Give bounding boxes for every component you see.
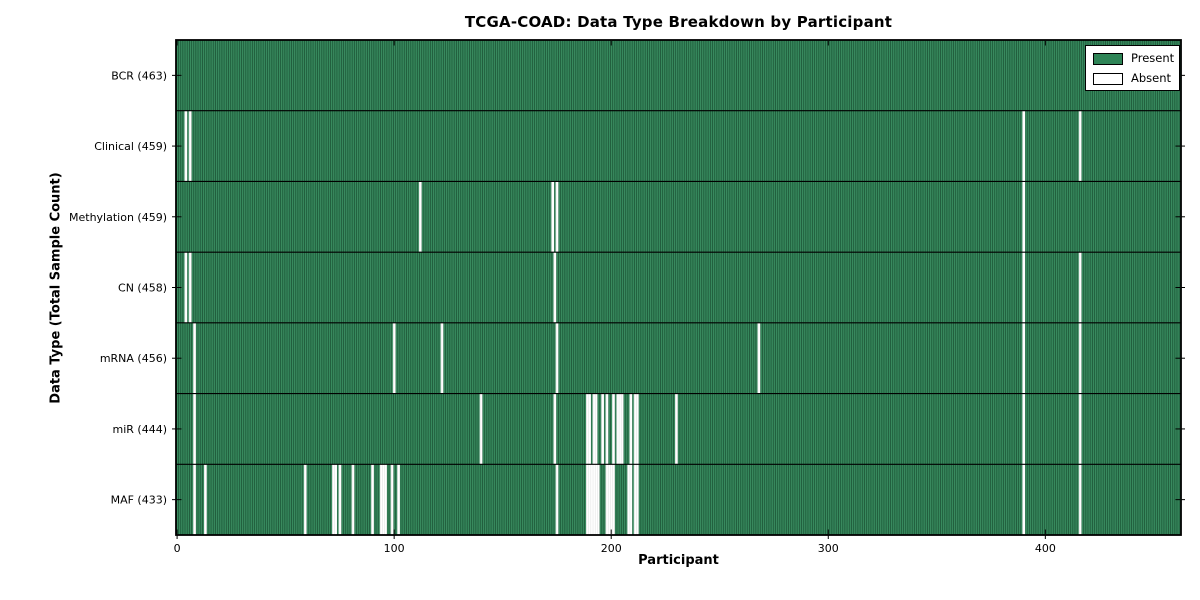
absent-marks-miR	[193, 393, 1082, 465]
legend: Present Absent	[1085, 45, 1180, 91]
plot-area: 0 100 200 300 400 BCR (463) Clinical (459) Meth…	[69, 39, 1185, 555]
svg-text:100: 100	[384, 542, 405, 555]
x-axis-label: Participant	[638, 553, 719, 568]
legend-item-present: Present	[1093, 51, 1175, 65]
absent-swatch	[1093, 72, 1123, 85]
svg-text:400: 400	[1035, 542, 1056, 555]
absent-marks-Methylation	[418, 181, 1026, 253]
svg-text:0: 0	[174, 542, 181, 555]
svg-text:MAF (433): MAF (433)	[111, 494, 167, 507]
svg-text:Clinical (459): Clinical (459)	[94, 140, 167, 153]
svg-text:300: 300	[818, 542, 839, 555]
legend-item-absent: Absent	[1093, 72, 1172, 85]
y-axis-label: Data Type (Total Sample Count)	[48, 172, 64, 404]
absent-marks-Clinical	[184, 110, 1082, 182]
svg-text:mRNA (456): mRNA (456)	[100, 352, 167, 365]
plot-frame	[175, 39, 1182, 536]
chart-title: TCGA-COAD: Data Type Breakdown by Partic…	[464, 13, 893, 31]
svg-text:CN (458): CN (458)	[118, 282, 167, 295]
row-separators	[176, 110, 1181, 465]
legend-label-absent: Absent	[1131, 71, 1172, 85]
present-swatch	[1093, 52, 1123, 65]
legend-label-present: Present	[1131, 51, 1175, 65]
absent-marks-CN	[184, 252, 1082, 323]
svg-text:miR (444): miR (444)	[113, 423, 168, 436]
x-tick-labels: 0 100 200 300 400	[174, 542, 1056, 555]
svg-text:200: 200	[601, 542, 622, 555]
svg-text:Methylation (459): Methylation (459)	[69, 211, 167, 224]
absent-marks-MAF	[193, 464, 1082, 535]
y-tick-labels: BCR (463) Clinical (459) Methylation (459)…	[69, 69, 167, 506]
svg-text:BCR (463): BCR (463)	[111, 69, 167, 82]
present-field	[176, 40, 1181, 535]
absent-marks-mRNA	[193, 322, 1082, 394]
